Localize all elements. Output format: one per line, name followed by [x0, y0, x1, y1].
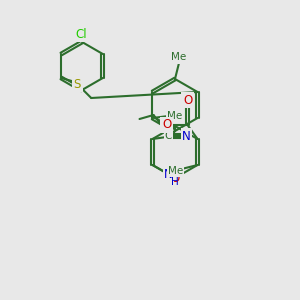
Text: C: C	[165, 131, 172, 141]
Text: S: S	[74, 77, 81, 91]
Text: Me: Me	[171, 52, 187, 62]
Text: O: O	[170, 172, 180, 185]
Text: Me: Me	[168, 166, 183, 176]
Text: N: N	[164, 169, 173, 182]
Text: Cl: Cl	[75, 28, 87, 40]
Text: O: O	[183, 94, 192, 106]
Text: O: O	[162, 118, 171, 131]
Text: N: N	[182, 130, 191, 142]
Text: Me: Me	[171, 52, 187, 62]
Text: Me: Me	[167, 111, 182, 121]
Text: H: H	[172, 177, 179, 187]
Text: H: H	[175, 169, 182, 179]
